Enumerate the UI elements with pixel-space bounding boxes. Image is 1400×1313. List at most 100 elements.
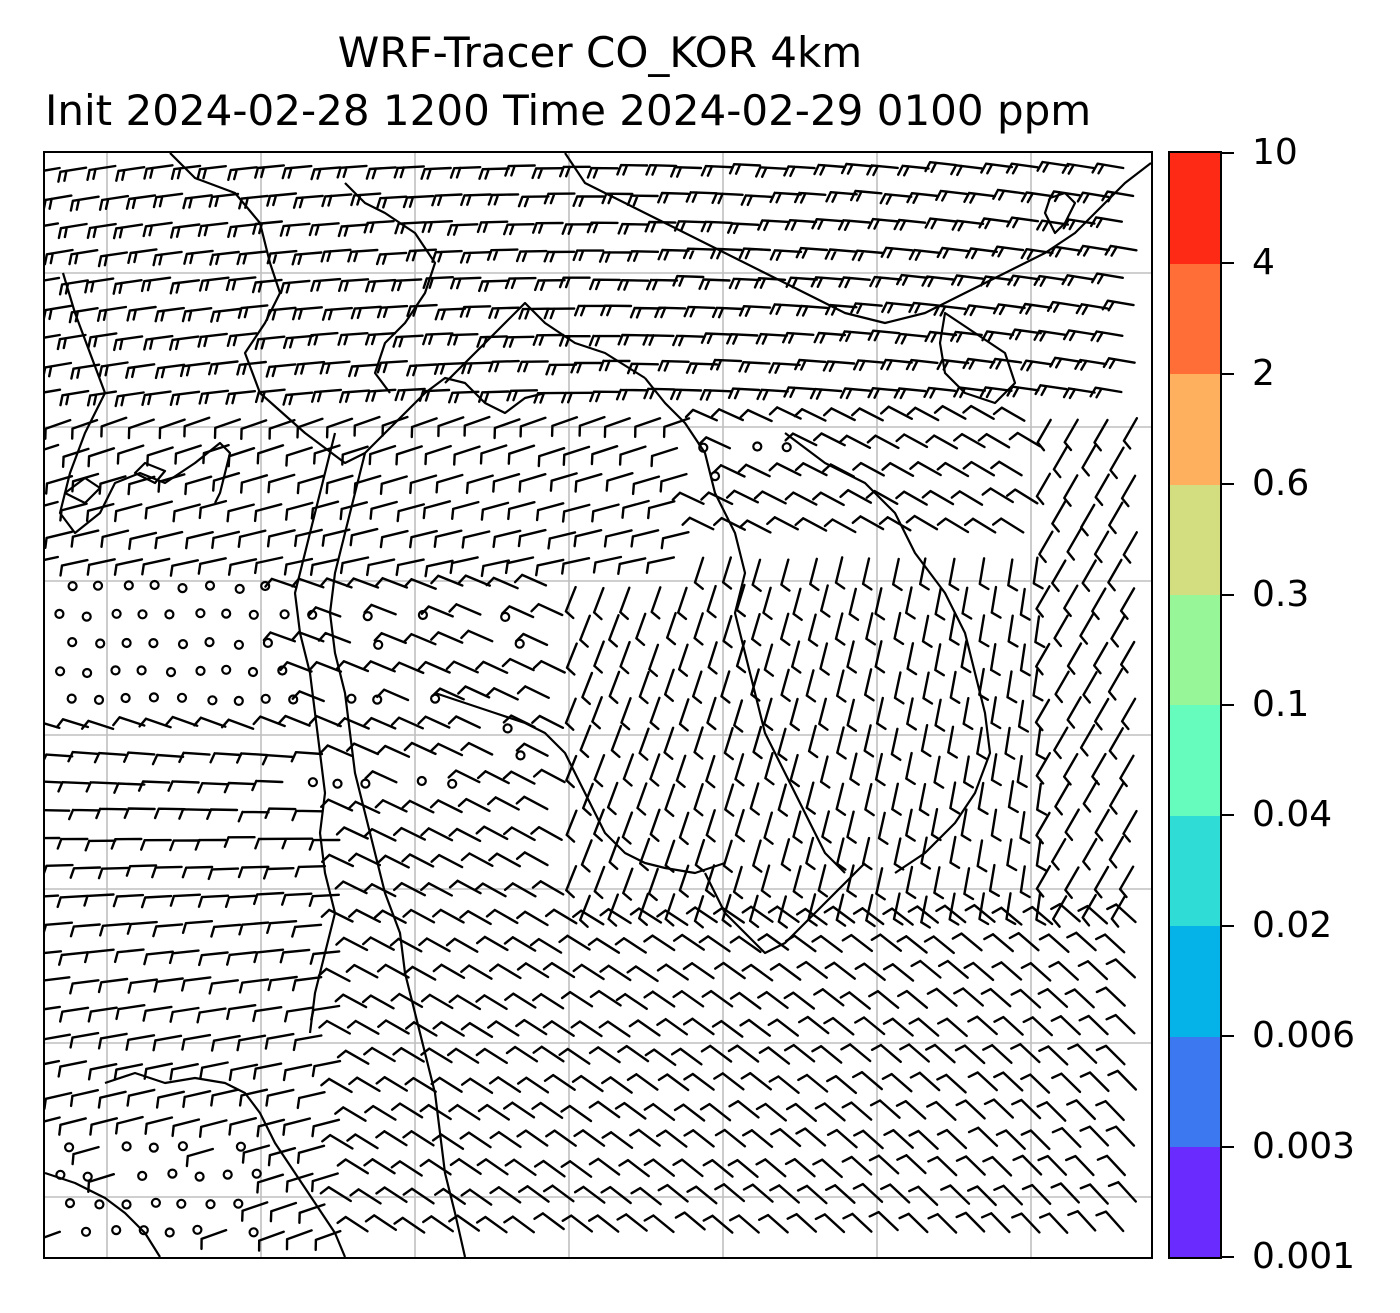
wind-barb [84,277,115,294]
wind-barb [208,360,239,376]
wind-barb [869,1099,901,1119]
wind-barb [1050,1182,1080,1204]
wind-barb [1049,245,1082,258]
wind-barb [629,306,662,319]
colorbar-segment [1170,594,1220,706]
wind-barb [152,192,184,209]
wind-barb [571,1074,604,1093]
wind-barb [503,826,536,842]
calm-wind-marker [781,442,792,453]
wind-barb [817,864,829,898]
wind-barb [206,808,239,820]
coastline-west-mainland [58,272,232,535]
wind-barb [656,1129,688,1148]
wind-barb [476,1158,509,1176]
wind-barb [1051,1072,1082,1094]
wind-barb [513,573,548,587]
wind-barb [672,274,705,287]
wind-barb [814,1213,846,1234]
wind-barb [478,390,510,403]
wind-barb [534,279,566,292]
wind-barb [460,964,493,980]
calm-wind-marker [148,638,159,649]
wind-barb [768,406,802,420]
wind-barb [674,1211,706,1231]
wind-barb [87,447,116,468]
wind-barb [880,1183,911,1204]
wind-barb [905,358,939,371]
wind-barb [1020,1073,1051,1094]
wind-barb [795,907,828,926]
wind-barb [71,472,100,493]
wind-barb [448,1214,481,1232]
wind-barb [197,782,230,794]
wind-barb [321,528,351,547]
wind-barb [1035,892,1047,926]
wind-barb [892,892,904,926]
wind-barb [198,389,230,405]
wind-barb [846,698,858,732]
wind-barb [838,276,871,289]
wind-barb [678,864,690,898]
wind-barb [71,1145,100,1166]
wind-barb [171,1118,201,1138]
wind-barb [933,866,945,900]
wind-barb [626,362,659,375]
wind-barb [319,360,351,375]
wind-barb [752,839,763,873]
wind-barb [839,991,871,1010]
wind-barb [692,670,703,704]
wind-barb [1034,384,1068,397]
wind-barb [760,864,772,898]
calm-wind-marker [233,1198,244,1209]
wind-barb [448,1104,481,1121]
wind-barb [874,587,886,621]
wind-barb [395,558,425,577]
wind-barb [45,500,59,507]
wind-barb [949,781,961,815]
wind-barb [311,1172,339,1193]
wind-barb [897,989,929,1009]
wind-barb [893,611,905,646]
wind-barb [572,909,605,926]
wind-barb [634,417,662,438]
wind-barb [334,880,368,895]
wind-barb [277,714,311,727]
wind-barb [1122,417,1139,450]
wind-barb [631,475,661,496]
wind-barb [995,1129,1026,1150]
colorbar-tick-label: 4 [1252,242,1275,284]
wind-barb [1122,531,1138,564]
wind-barb [660,531,690,550]
wind-barb [97,1090,127,1109]
wind-barb [898,1212,929,1234]
wind-barb [537,447,566,468]
wind-barb [933,304,967,317]
wind-barb [925,434,959,450]
wind-barb [353,474,382,495]
wind-barb [517,360,549,373]
wind-barb [140,838,172,851]
wind-barb [993,1015,1024,1036]
calm-wind-marker [332,778,343,789]
wind-barb [183,249,214,265]
wind-barb [430,742,464,757]
wind-barb [693,556,705,590]
wind-barb [1109,782,1125,815]
coastline-south-gulf [434,691,726,875]
wind-barb [457,797,491,813]
wind-barb [97,977,129,994]
wind-barb [284,1006,315,1023]
wind-barb [727,1159,759,1178]
wind-barb [213,418,241,440]
wind-barb [694,838,706,873]
wind-barb [460,1077,494,1094]
wind-barb [283,334,314,349]
wind-barb [252,1006,283,1023]
wind-barb [485,687,519,701]
wind-barb [291,251,323,266]
wind-barb [390,1160,423,1177]
wind-barb [113,1063,144,1081]
wind-barb [533,1159,566,1178]
wind-barb [420,827,454,842]
